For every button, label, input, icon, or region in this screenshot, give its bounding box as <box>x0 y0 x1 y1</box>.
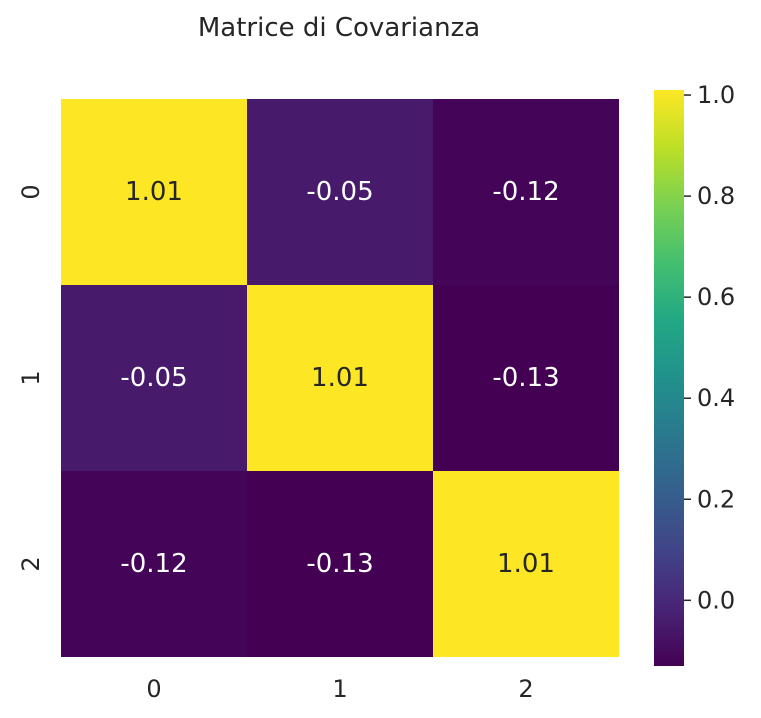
heatmap-cell-r1-c1 <box>247 285 433 471</box>
x-tick-label-2: 2 <box>518 675 533 703</box>
y-tick-label-0: 0 <box>17 184 45 199</box>
heatmap-cells: 1.01 -0.05 -0.12 -0.05 1.01 -0.13 -0.12 -0.13 1.… <box>61 99 619 657</box>
colorbar-tick-label-4: 0.8 <box>697 182 735 210</box>
cell-label-r1-c2: -0.13 <box>492 363 559 393</box>
heatmap-cell-r2-c2 <box>433 471 619 657</box>
heatmap-cell-r2-c0 <box>61 471 247 657</box>
colorbar-ticks: 0.0 0.2 0.4 0.6 0.8 1.0 <box>684 81 735 614</box>
cell-label-r0-c2: -0.12 <box>492 177 559 207</box>
y-axis: 0 1 2 <box>17 184 45 571</box>
heatmap-cell-r0-c1 <box>247 99 433 285</box>
cell-label-r2-c0: -0.12 <box>120 549 187 579</box>
colorbar-tick-label-0: 0.0 <box>697 586 735 614</box>
colorbar: 0.0 0.2 0.4 0.6 0.8 1.0 <box>654 81 735 666</box>
x-tick-label-0: 0 <box>146 675 161 703</box>
chart-title: Matrice di Covarianza <box>198 13 480 43</box>
colorbar-tick-label-1: 0.2 <box>697 485 735 513</box>
x-axis: 0 1 2 <box>146 675 533 703</box>
y-tick-label-2: 2 <box>17 556 45 571</box>
heatmap-cell-r0-c0 <box>61 99 247 285</box>
heatmap-cell-r1-c0 <box>61 285 247 471</box>
heatmap-cell-r0-c2 <box>433 99 619 285</box>
cell-label-r1-c0: -0.05 <box>120 363 187 393</box>
cell-label-r2-c1: -0.13 <box>306 549 373 579</box>
cell-label-r1-c1: 1.01 <box>311 363 369 393</box>
cell-label-r0-c1: -0.05 <box>306 177 373 207</box>
y-tick-label-1: 1 <box>17 370 45 385</box>
colorbar-tick-label-3: 0.6 <box>697 283 735 311</box>
colorbar-gradient <box>654 90 684 666</box>
cell-label-r2-c2: 1.01 <box>497 549 555 579</box>
colorbar-tick-label-2: 0.4 <box>697 384 735 412</box>
heatmap-cell-r2-c1 <box>247 471 433 657</box>
cell-label-r0-c0: 1.01 <box>125 177 183 207</box>
heatmap-cell-r1-c2 <box>433 285 619 471</box>
colorbar-tick-label-5: 1.0 <box>697 81 735 109</box>
x-tick-label-1: 1 <box>332 675 347 703</box>
